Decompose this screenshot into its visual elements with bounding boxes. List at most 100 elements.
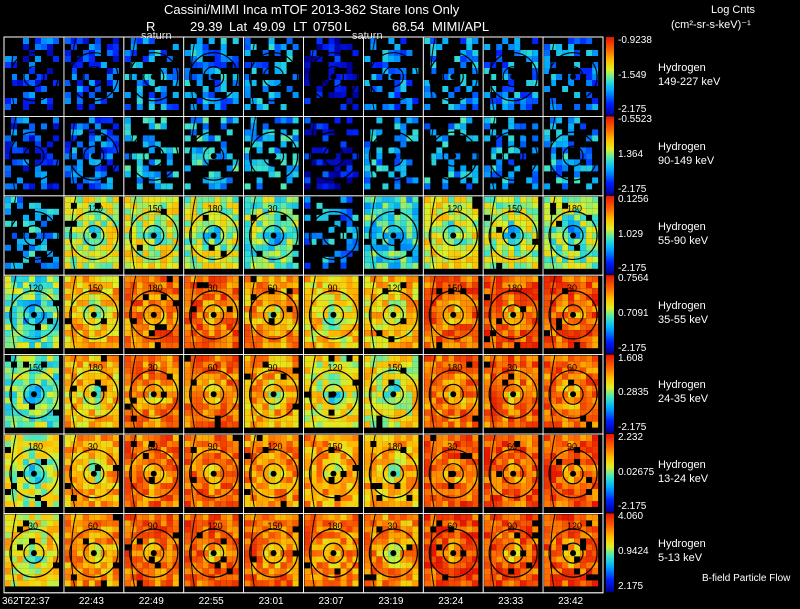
heatmap-panel bbox=[64, 354, 119, 435]
contour-label: 60 bbox=[268, 283, 278, 293]
colorbar-min-label: -2.175 bbox=[618, 422, 647, 433]
heatmap-panel bbox=[184, 513, 239, 593]
contour-label: 90 bbox=[507, 521, 517, 531]
contour-label: 60 bbox=[148, 442, 158, 452]
contour-label: 120 bbox=[567, 521, 582, 531]
heatmap-panel bbox=[544, 116, 599, 196]
heatmap-panel bbox=[244, 433, 299, 514]
heatmap-panel bbox=[124, 354, 179, 435]
heatmap-panel bbox=[364, 116, 419, 196]
heatmap-panel bbox=[184, 354, 239, 435]
heatmap-panel bbox=[124, 36, 179, 117]
contour-label: 90 bbox=[208, 442, 218, 452]
time-tick-label: 23:42 bbox=[558, 596, 584, 607]
colorbar-mid-label: 0.02675 bbox=[618, 466, 655, 478]
contour-label: 30 bbox=[268, 204, 278, 214]
colorbar-1 bbox=[606, 116, 614, 195]
contour-label: 150 bbox=[327, 442, 342, 452]
heatmap-panel bbox=[304, 195, 359, 276]
plot-frame bbox=[3, 36, 604, 594]
colorbar-0 bbox=[606, 37, 614, 116]
time-tick-label: 23:07 bbox=[318, 596, 344, 607]
contour-label: 60 bbox=[88, 521, 98, 531]
l-value: 68.54 bbox=[392, 19, 425, 34]
contour-label: 150 bbox=[447, 283, 462, 293]
heatmap-panel bbox=[184, 116, 239, 196]
contour-label: 150 bbox=[88, 283, 103, 293]
colorbar-min-label: -2.175 bbox=[618, 501, 647, 513]
contour-label: 120 bbox=[88, 204, 103, 214]
heatmap-panel bbox=[184, 275, 239, 355]
contour-label: 30 bbox=[507, 362, 517, 372]
contour-label: 150 bbox=[387, 362, 402, 372]
contour-label: 180 bbox=[28, 442, 43, 452]
lt-value: 0750 bbox=[313, 19, 342, 34]
heatmap-panel bbox=[544, 513, 599, 593]
time-tick-label: 23:19 bbox=[378, 596, 404, 607]
heatmap-panel bbox=[544, 354, 599, 435]
heatmap-panel bbox=[484, 433, 539, 514]
heatmap-panel bbox=[544, 433, 599, 514]
heatmap-panel bbox=[124, 195, 179, 276]
band-species: Hydrogen bbox=[658, 141, 706, 154]
heatmap-panel bbox=[64, 433, 119, 514]
band-energy: 55-90 keV bbox=[658, 234, 709, 247]
colorbar-min-label: -2.175 bbox=[618, 104, 647, 116]
contour-label: 150 bbox=[148, 204, 163, 214]
heatmap-panel bbox=[184, 195, 239, 276]
contour-label: 150 bbox=[268, 521, 283, 531]
heatmap-panel bbox=[484, 116, 539, 196]
contour-label: 180 bbox=[447, 362, 462, 372]
heatmap-panel bbox=[244, 354, 299, 435]
heatmap-panel bbox=[364, 275, 419, 355]
band-energy: 149-227 keV bbox=[658, 75, 721, 88]
colorbar-4 bbox=[606, 354, 614, 433]
heatmap-panel bbox=[304, 354, 359, 435]
band-label: Hydrogen 5-13 keV bbox=[658, 537, 706, 565]
colorbar-mid-label: 0.7091 bbox=[618, 307, 649, 319]
lat-label: Lat bbox=[229, 19, 248, 34]
colorbar-max-label: 2.232 bbox=[618, 432, 644, 443]
colorbar-2 bbox=[606, 195, 614, 275]
heatmap-panel bbox=[544, 195, 599, 276]
contour-label: 180 bbox=[567, 204, 582, 214]
contour-label: 120 bbox=[28, 283, 43, 293]
contour-label: 150 bbox=[28, 362, 43, 372]
time-tick-label: 23:24 bbox=[438, 596, 464, 607]
heatmap-panel bbox=[184, 36, 239, 117]
band-label: Hydrogen 24-35 keV bbox=[658, 378, 708, 406]
heatmap-panel bbox=[5, 513, 59, 593]
band-label: Hydrogen 55-90 keV bbox=[658, 220, 708, 248]
organization: MIMI/APL bbox=[432, 19, 490, 34]
contour-label: 90 bbox=[268, 362, 278, 372]
colorbar-min-label: 2.175 bbox=[618, 580, 644, 592]
contour-label: 180 bbox=[208, 204, 223, 214]
contour-label: 150 bbox=[507, 204, 522, 214]
lt-label: LT bbox=[293, 19, 308, 34]
heatmap-panel bbox=[364, 354, 419, 435]
time-tick-label: 22:55 bbox=[198, 596, 224, 607]
colorbar-mid-label: -1.549 bbox=[618, 69, 647, 81]
heatmap-panel bbox=[424, 354, 479, 435]
band-label: Hydrogen 90-149 keV bbox=[658, 140, 714, 168]
heatmap-panel bbox=[304, 116, 359, 196]
contour-label: 60 bbox=[208, 362, 218, 372]
contour-label: 30 bbox=[567, 283, 577, 293]
contour-label: 120 bbox=[447, 204, 462, 214]
heatmap-panel bbox=[64, 275, 119, 355]
units-line-2: (cm²-sr-s-keV)⁻¹ bbox=[671, 19, 751, 31]
heatmap-panel bbox=[124, 513, 179, 593]
contour-label: 90 bbox=[567, 442, 577, 452]
contour-label: 30 bbox=[208, 283, 218, 293]
colorbar-mid-label: 0.2835 bbox=[618, 387, 649, 399]
heatmap-panel bbox=[184, 433, 239, 514]
contour-label: 180 bbox=[88, 362, 103, 372]
colorbar-min-label: -2.175 bbox=[618, 183, 647, 195]
colorbar-mid-label: 1.029 bbox=[618, 228, 644, 240]
heatmap-panel bbox=[424, 195, 479, 276]
heatmap-panel bbox=[544, 275, 599, 355]
contour-label: 60 bbox=[507, 442, 517, 452]
contour-label: 180 bbox=[148, 283, 163, 293]
colorbar-max-label: -0.5523 bbox=[618, 114, 652, 126]
heatmap-panel bbox=[5, 433, 59, 514]
